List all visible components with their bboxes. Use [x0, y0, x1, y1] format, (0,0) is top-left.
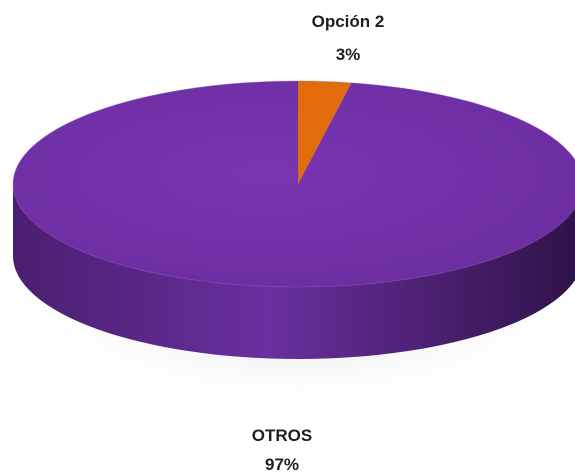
pie-slice-opci-n-2: [298, 81, 352, 184]
slice-label-otros-name: OTROS: [252, 426, 312, 445]
slice-label-opcion-2-percent: 3%: [336, 45, 361, 64]
slice-label-otros-percent: 97%: [265, 455, 299, 473]
slice-label-opcion-2-name: Opción 2: [312, 12, 385, 31]
pie-top-rim: [12, 80, 575, 288]
pie-slice-otros: [13, 81, 575, 287]
pie-side-wall: [13, 184, 575, 359]
